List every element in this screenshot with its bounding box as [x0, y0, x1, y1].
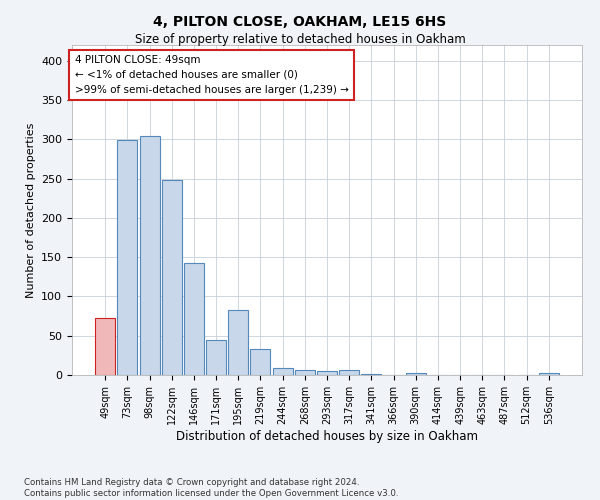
Bar [317, 371, 337, 375]
Text: 4 PILTON CLOSE: 49sqm
← <1% of detached houses are smaller (0)
>99% of semi-deta: 4 PILTON CLOSE: 49sqm ← <1% of detached … [74, 55, 349, 94]
Text: 4, PILTON CLOSE, OAKHAM, LE15 6HS: 4, PILTON CLOSE, OAKHAM, LE15 6HS [154, 15, 446, 29]
Y-axis label: Number of detached properties: Number of detached properties [26, 122, 35, 298]
Bar [539, 372, 559, 375]
Bar [272, 368, 293, 375]
Bar [250, 349, 271, 375]
Bar [162, 180, 182, 375]
Bar [406, 372, 426, 375]
Text: Size of property relative to detached houses in Oakham: Size of property relative to detached ho… [134, 32, 466, 46]
Bar [339, 370, 359, 375]
Bar [295, 370, 315, 375]
Bar [140, 136, 160, 375]
X-axis label: Distribution of detached houses by size in Oakham: Distribution of detached houses by size … [176, 430, 478, 442]
Bar [184, 262, 204, 375]
Bar [206, 340, 226, 375]
Bar [95, 318, 115, 375]
Bar [118, 140, 137, 375]
Bar [228, 310, 248, 375]
Text: Contains HM Land Registry data © Crown copyright and database right 2024.
Contai: Contains HM Land Registry data © Crown c… [24, 478, 398, 498]
Bar [361, 374, 382, 375]
